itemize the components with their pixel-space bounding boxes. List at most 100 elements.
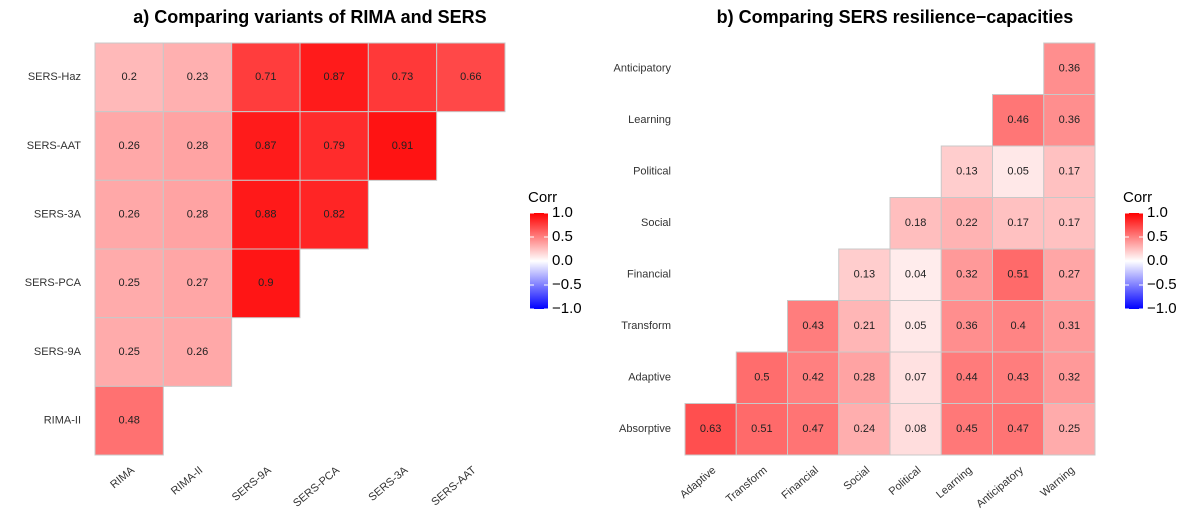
colorbar <box>1125 213 1143 309</box>
chart-title: b) Comparing SERS resilience−capacities <box>717 7 1074 27</box>
cell-label: 0.36 <box>1059 114 1080 126</box>
cell-label: 0.87 <box>255 140 276 152</box>
cell-label: 0.05 <box>905 320 926 332</box>
cell-label: 0.88 <box>255 209 276 221</box>
y-tick-label: Political <box>633 166 671 178</box>
legend-title: Corr <box>528 189 557 206</box>
cell-label: 0.25 <box>118 346 139 358</box>
heatmap-cell <box>1043 403 1096 456</box>
colorbar-label: 0.0 <box>552 252 573 269</box>
cell-label: 0.51 <box>751 423 772 435</box>
x-tick-label: Transform <box>724 464 770 505</box>
cell-label: 0.26 <box>118 209 139 221</box>
colorbar-label: 0.5 <box>1147 228 1168 245</box>
x-tick-label: Social <box>842 464 873 492</box>
y-tick-label: SERS-9A <box>34 346 82 358</box>
cell-label: 0.27 <box>187 277 208 289</box>
heatmap-cell <box>1043 94 1096 147</box>
colorbar-label: −1.0 <box>1147 300 1177 317</box>
heatmap-cell <box>1043 351 1096 404</box>
x-tick-label: RIMA <box>108 464 137 491</box>
colorbar-label: −0.5 <box>1147 276 1177 293</box>
cell-label: 0.28 <box>854 372 875 384</box>
heatmap-cell <box>992 197 1045 250</box>
heatmap-cell <box>992 145 1045 198</box>
heatmap-cell <box>162 248 233 319</box>
x-tick-label: Anticipatory <box>974 464 1026 510</box>
cell-label: 0.32 <box>1059 372 1080 384</box>
heatmap-cell <box>94 179 164 250</box>
heatmap-cell <box>231 42 301 113</box>
heatmap-cell <box>231 248 301 319</box>
heatmap-cell <box>684 403 737 456</box>
x-tick-label: Warning <box>1038 464 1077 499</box>
colorbar-label: 0.0 <box>1147 252 1168 269</box>
colorbar-label: −1.0 <box>552 300 582 317</box>
x-tick-label: SERS-9A <box>230 464 274 504</box>
heatmap-cell <box>787 403 840 456</box>
cell-label: 0.47 <box>802 423 823 435</box>
x-tick-label: SERS-PCA <box>291 464 342 510</box>
cell-label: 0.51 <box>1007 269 1028 281</box>
heatmap-cell <box>94 317 164 387</box>
heatmap-cell <box>838 248 891 301</box>
y-tick-label: RIMA-II <box>44 415 81 427</box>
cell-label: 0.23 <box>187 71 208 83</box>
heatmap-cell <box>94 385 164 456</box>
heatmap-cell <box>940 403 993 456</box>
cell-label: 0.73 <box>392 71 413 83</box>
heatmap-cell <box>94 248 164 319</box>
y-tick-label: Social <box>641 217 671 229</box>
colorbar-label: 0.5 <box>552 228 573 245</box>
cell-label: 0.21 <box>854 320 875 332</box>
cell-label: 0.42 <box>802 372 823 384</box>
heatmap-cell <box>1043 197 1096 250</box>
heatmap-cell <box>367 111 438 181</box>
x-tick-label: Political <box>887 464 924 498</box>
heatmap-cell <box>735 403 788 456</box>
cell-label: 0.36 <box>1059 63 1080 75</box>
cell-label: 0.91 <box>392 140 413 152</box>
cell-label: 0.2 <box>122 71 137 83</box>
colorbar-label: 1.0 <box>552 204 573 221</box>
cell-label: 0.24 <box>854 423 875 435</box>
y-tick-label: SERS-AAT <box>27 140 81 152</box>
cell-label: 0.9 <box>258 277 273 289</box>
y-tick-label: SERS-3A <box>34 209 82 221</box>
y-tick-label: Adaptive <box>628 372 671 384</box>
x-tick-label: SERS-AAT <box>429 464 478 508</box>
heatmap-cell <box>231 179 301 250</box>
cell-label: 0.43 <box>802 320 823 332</box>
heatmap-cell <box>889 403 942 456</box>
heatmap-cell <box>940 145 993 198</box>
cell-label: 0.45 <box>956 423 977 435</box>
heatmap-cell <box>889 248 942 301</box>
colorbar-label: 1.0 <box>1147 204 1168 221</box>
cell-label: 0.17 <box>1007 217 1028 229</box>
heatmap-cell <box>162 42 233 113</box>
cell-label: 0.22 <box>956 217 977 229</box>
cell-label: 0.82 <box>323 209 344 221</box>
cell-label: 0.4 <box>1010 320 1025 332</box>
y-tick-label: Absorptive <box>619 423 671 435</box>
cell-label: 0.66 <box>460 71 481 83</box>
heatmap-cell <box>940 197 993 250</box>
cell-label: 0.18 <box>905 217 926 229</box>
heatmap-cell <box>162 317 233 387</box>
heatmap-cell <box>992 248 1045 301</box>
heatmap-cell <box>992 94 1045 147</box>
cell-label: 0.47 <box>1007 423 1028 435</box>
cell-label: 0.5 <box>754 372 769 384</box>
cell-label: 0.63 <box>700 423 721 435</box>
cell-label: 0.17 <box>1059 217 1080 229</box>
cell-label: 0.79 <box>323 140 344 152</box>
x-tick-label: Financial <box>779 464 820 501</box>
cell-label: 0.17 <box>1059 166 1080 178</box>
cell-label: 0.28 <box>187 140 208 152</box>
cell-label: 0.87 <box>323 71 344 83</box>
x-tick-label: RIMA-II <box>169 464 205 497</box>
cell-label: 0.71 <box>255 71 276 83</box>
cell-label: 0.43 <box>1007 372 1028 384</box>
y-tick-label: Financial <box>627 269 671 281</box>
